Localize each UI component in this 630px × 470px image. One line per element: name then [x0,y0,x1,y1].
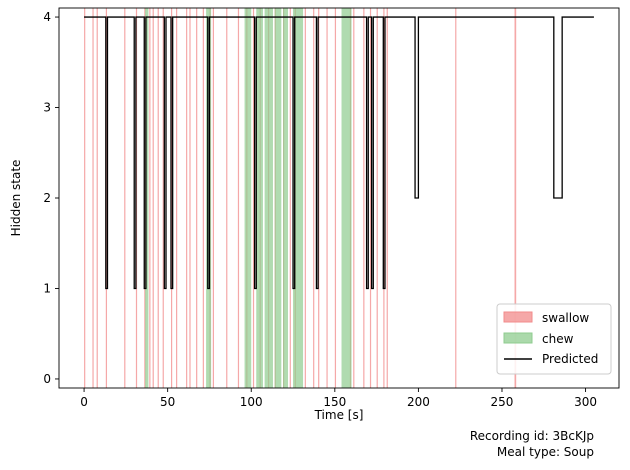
swallow-span [334,8,337,388]
swallow-span [313,8,315,388]
swallow-span [92,8,94,388]
swallow-span [96,8,98,388]
swallow-span [252,8,255,388]
y-tick-label: 1 [43,281,51,295]
swallow-span [124,8,126,388]
swallow-span [363,8,365,388]
swallow-spans [84,8,517,388]
y-tick-label: 2 [43,191,51,205]
chew-span [293,8,304,388]
swallow-span [152,8,154,388]
legend: swallow chew Predicted [496,303,612,375]
x-tick-label: 100 [240,395,263,409]
chew-span [244,8,252,388]
x-tick-label: 200 [407,395,430,409]
chew-span [283,8,289,388]
chew-span [264,8,273,388]
chew-span [341,8,352,388]
swallow-span [226,8,228,388]
swallow-span [176,8,178,388]
y-tick-label: 4 [43,10,51,24]
swallow-span [84,8,86,388]
chew-span [206,8,212,388]
x-tick-label: 150 [323,395,346,409]
x-tick-label: 0 [80,395,88,409]
x-tick-label: 300 [574,395,597,409]
y-axis: 0 1 2 3 4 [43,10,59,386]
chew-span [274,8,282,388]
predicted-line [84,16,594,290]
swallow-span [353,8,355,388]
swallow-span [162,8,164,388]
legend-swallow-label: swallow [542,311,589,325]
chew-spans [145,8,352,388]
swallow-span [326,8,328,388]
legend-swallow-swatch [503,311,533,323]
x-axis-title: Time [s] [314,408,364,422]
meal-type-text: Meal type: Soup [497,445,594,459]
swallow-span [196,8,198,388]
swallow-span [212,8,214,388]
swallow-span [202,8,204,388]
chew-span [145,8,149,388]
x-tick-label: 50 [160,395,175,409]
y-axis-title: Hidden state [9,160,23,237]
x-tick-label: 250 [491,395,514,409]
swallow-span [376,8,378,388]
chew-span [256,8,263,388]
y-tick-label: 0 [43,372,51,386]
swallow-span [189,8,191,388]
swallow-span [157,8,159,388]
x-axis: 0 50 100 150 200 250 300 [80,388,597,409]
swallow-span [514,8,517,388]
swallow-span [237,8,240,388]
swallow-span [455,8,457,388]
swallow-span [289,8,291,388]
y-tick-label: 3 [43,101,51,115]
legend-chew-swatch [503,332,533,344]
recording-id-text: Recording id: 3BcKJp [470,429,594,443]
predicted-series [84,16,594,290]
swallow-span [304,8,306,388]
swallow-span [369,8,372,388]
legend-chew-label: chew [542,332,574,346]
swallow-span [186,8,188,388]
swallow-span [386,8,388,388]
legend-predicted-label: Predicted [542,352,598,366]
swallow-span [149,8,151,388]
